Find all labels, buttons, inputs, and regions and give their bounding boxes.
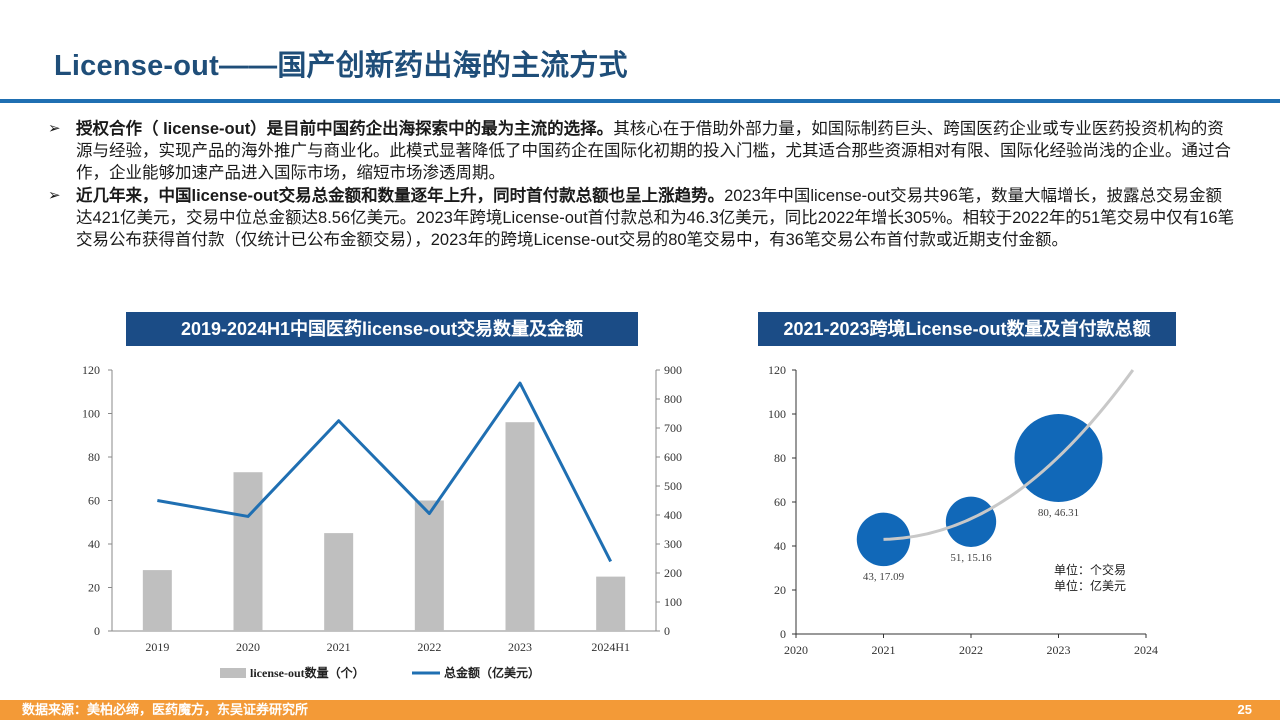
- right-tick-label: 600: [664, 450, 682, 464]
- bullet-text: 其核心在于借助外部力量，如国际制药巨头、跨国医药企业或专业医药投资机构的资源与经…: [76, 120, 1231, 182]
- bar-license-count: [233, 472, 263, 631]
- x-tick-label: 2019: [145, 640, 169, 654]
- x-tick-label: 2023: [508, 640, 532, 654]
- right-tick-label: 200: [664, 566, 682, 580]
- legend-line-label: 总金额（亿美元）: [444, 665, 540, 680]
- left-tick-label: 80: [88, 450, 100, 464]
- bar-license-count: [505, 422, 535, 631]
- bullet-bold-text: 授权合作（ license-out）是目前中国药企出海探索中的最为主流的选择。: [76, 120, 614, 138]
- right-tick-label: 900: [664, 363, 682, 377]
- y-tick-label: 0: [780, 627, 786, 641]
- y-tick-label: 20: [774, 583, 786, 597]
- right-tick-label: 100: [664, 595, 682, 609]
- y-tick-label: 60: [774, 495, 786, 509]
- right-tick-label: 700: [664, 421, 682, 435]
- left-tick-label: 120: [82, 363, 100, 377]
- bullet-bold-text: 近几年来，中国license-out交易总金额和数量逐年上升，同时首付款总额也呈…: [76, 187, 725, 205]
- right-tick-label: 300: [664, 537, 682, 551]
- y-tick-label: 40: [774, 539, 786, 553]
- page-title: License-out——国产创新药出海的主流方式: [54, 50, 628, 82]
- trend-curve: [883, 369, 1135, 541]
- bubble-label: 43, 17.09: [863, 571, 905, 583]
- bar-license-count: [324, 533, 354, 631]
- y-tick-label: 100: [768, 407, 786, 421]
- x-tick-label: 2022: [417, 640, 441, 654]
- footer-bar: 数据来源：美柏必缔，医药魔方，东吴证券研究所 25: [0, 700, 1280, 720]
- x-tick-label: 2024: [1134, 643, 1158, 657]
- x-tick-label: 2021: [327, 640, 351, 654]
- x-tick-label: 2020: [236, 640, 260, 654]
- arrow-bullet-icon: ➢: [48, 120, 61, 137]
- right-tick-label: 500: [664, 479, 682, 493]
- legend-bar-swatch: [220, 668, 246, 678]
- bubble-label: 80, 46.31: [1038, 507, 1079, 519]
- left-tick-label: 100: [82, 407, 100, 421]
- line-total-amount: [157, 381, 613, 563]
- left-tick-label: 40: [88, 537, 100, 551]
- bar-license-count: [596, 576, 626, 631]
- left-tick-label: 20: [88, 581, 100, 595]
- bullet-list: ➢ 授权合作（ license-out）是目前中国药企出海探索中的最为主流的选择…: [48, 118, 1238, 252]
- page-number: 25: [1237, 702, 1252, 717]
- cross-border-bubble-chart: 0 20 40 60 80 100 120 2020 2021 2022 2023 2024 43, 1…: [768, 363, 1158, 657]
- right-tick-label: 800: [664, 392, 682, 406]
- chart-title-right: 2021-2023跨境License-out数量及首付款总额: [758, 312, 1176, 346]
- left-tick-label: 0: [94, 624, 100, 638]
- x-tick-label: 2020: [784, 643, 808, 657]
- title-divider: [0, 99, 1280, 103]
- x-tick-label: 2022: [959, 643, 983, 657]
- bubble-point: [945, 496, 997, 547]
- unit-label-count: 单位：个交易: [1054, 562, 1126, 577]
- arrow-bullet-icon: ➢: [48, 187, 61, 204]
- bullet-item: ➢ 近几年来，中国license-out交易总金额和数量逐年上升，同时首付款总额…: [48, 185, 1238, 251]
- left-tick-label: 60: [88, 494, 100, 508]
- y-tick-label: 80: [774, 451, 786, 465]
- license-out-combo-chart: 0 20 40 60 80 100 120 0 100 200 300 400 500 600 700 800…: [82, 363, 682, 680]
- bar-license-count: [414, 500, 444, 631]
- bubble-point: [856, 512, 911, 567]
- bullet-item: ➢ 授权合作（ license-out）是目前中国药企出海探索中的最为主流的选择…: [48, 118, 1238, 184]
- bullet-text: 2023年中国license-out交易共96笔，数量大幅增长，披露总交易金额达…: [76, 187, 1235, 249]
- right-tick-label: 0: [664, 624, 670, 638]
- source-note: 数据来源：美柏必缔，医药魔方，东吴证券研究所: [22, 702, 309, 717]
- bubble-label: 51, 15.16: [950, 552, 992, 564]
- bar-license-count: [142, 570, 172, 631]
- x-tick-label: 2021: [872, 643, 896, 657]
- right-tick-label: 400: [664, 508, 682, 522]
- chart-title-left: 2019-2024H1中国医药license-out交易数量及金额: [126, 312, 638, 346]
- legend-bar-label: license-out数量（个）: [250, 665, 365, 680]
- x-tick-label: 2023: [1047, 643, 1071, 657]
- x-tick-label: 2024H1: [591, 640, 630, 654]
- unit-label-amount: 单位：亿美元: [1054, 578, 1126, 593]
- y-tick-label: 120: [768, 363, 786, 377]
